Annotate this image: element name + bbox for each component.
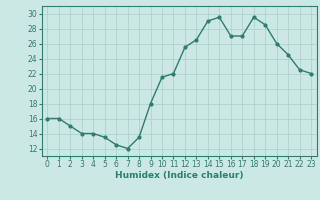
X-axis label: Humidex (Indice chaleur): Humidex (Indice chaleur) (115, 171, 244, 180)
